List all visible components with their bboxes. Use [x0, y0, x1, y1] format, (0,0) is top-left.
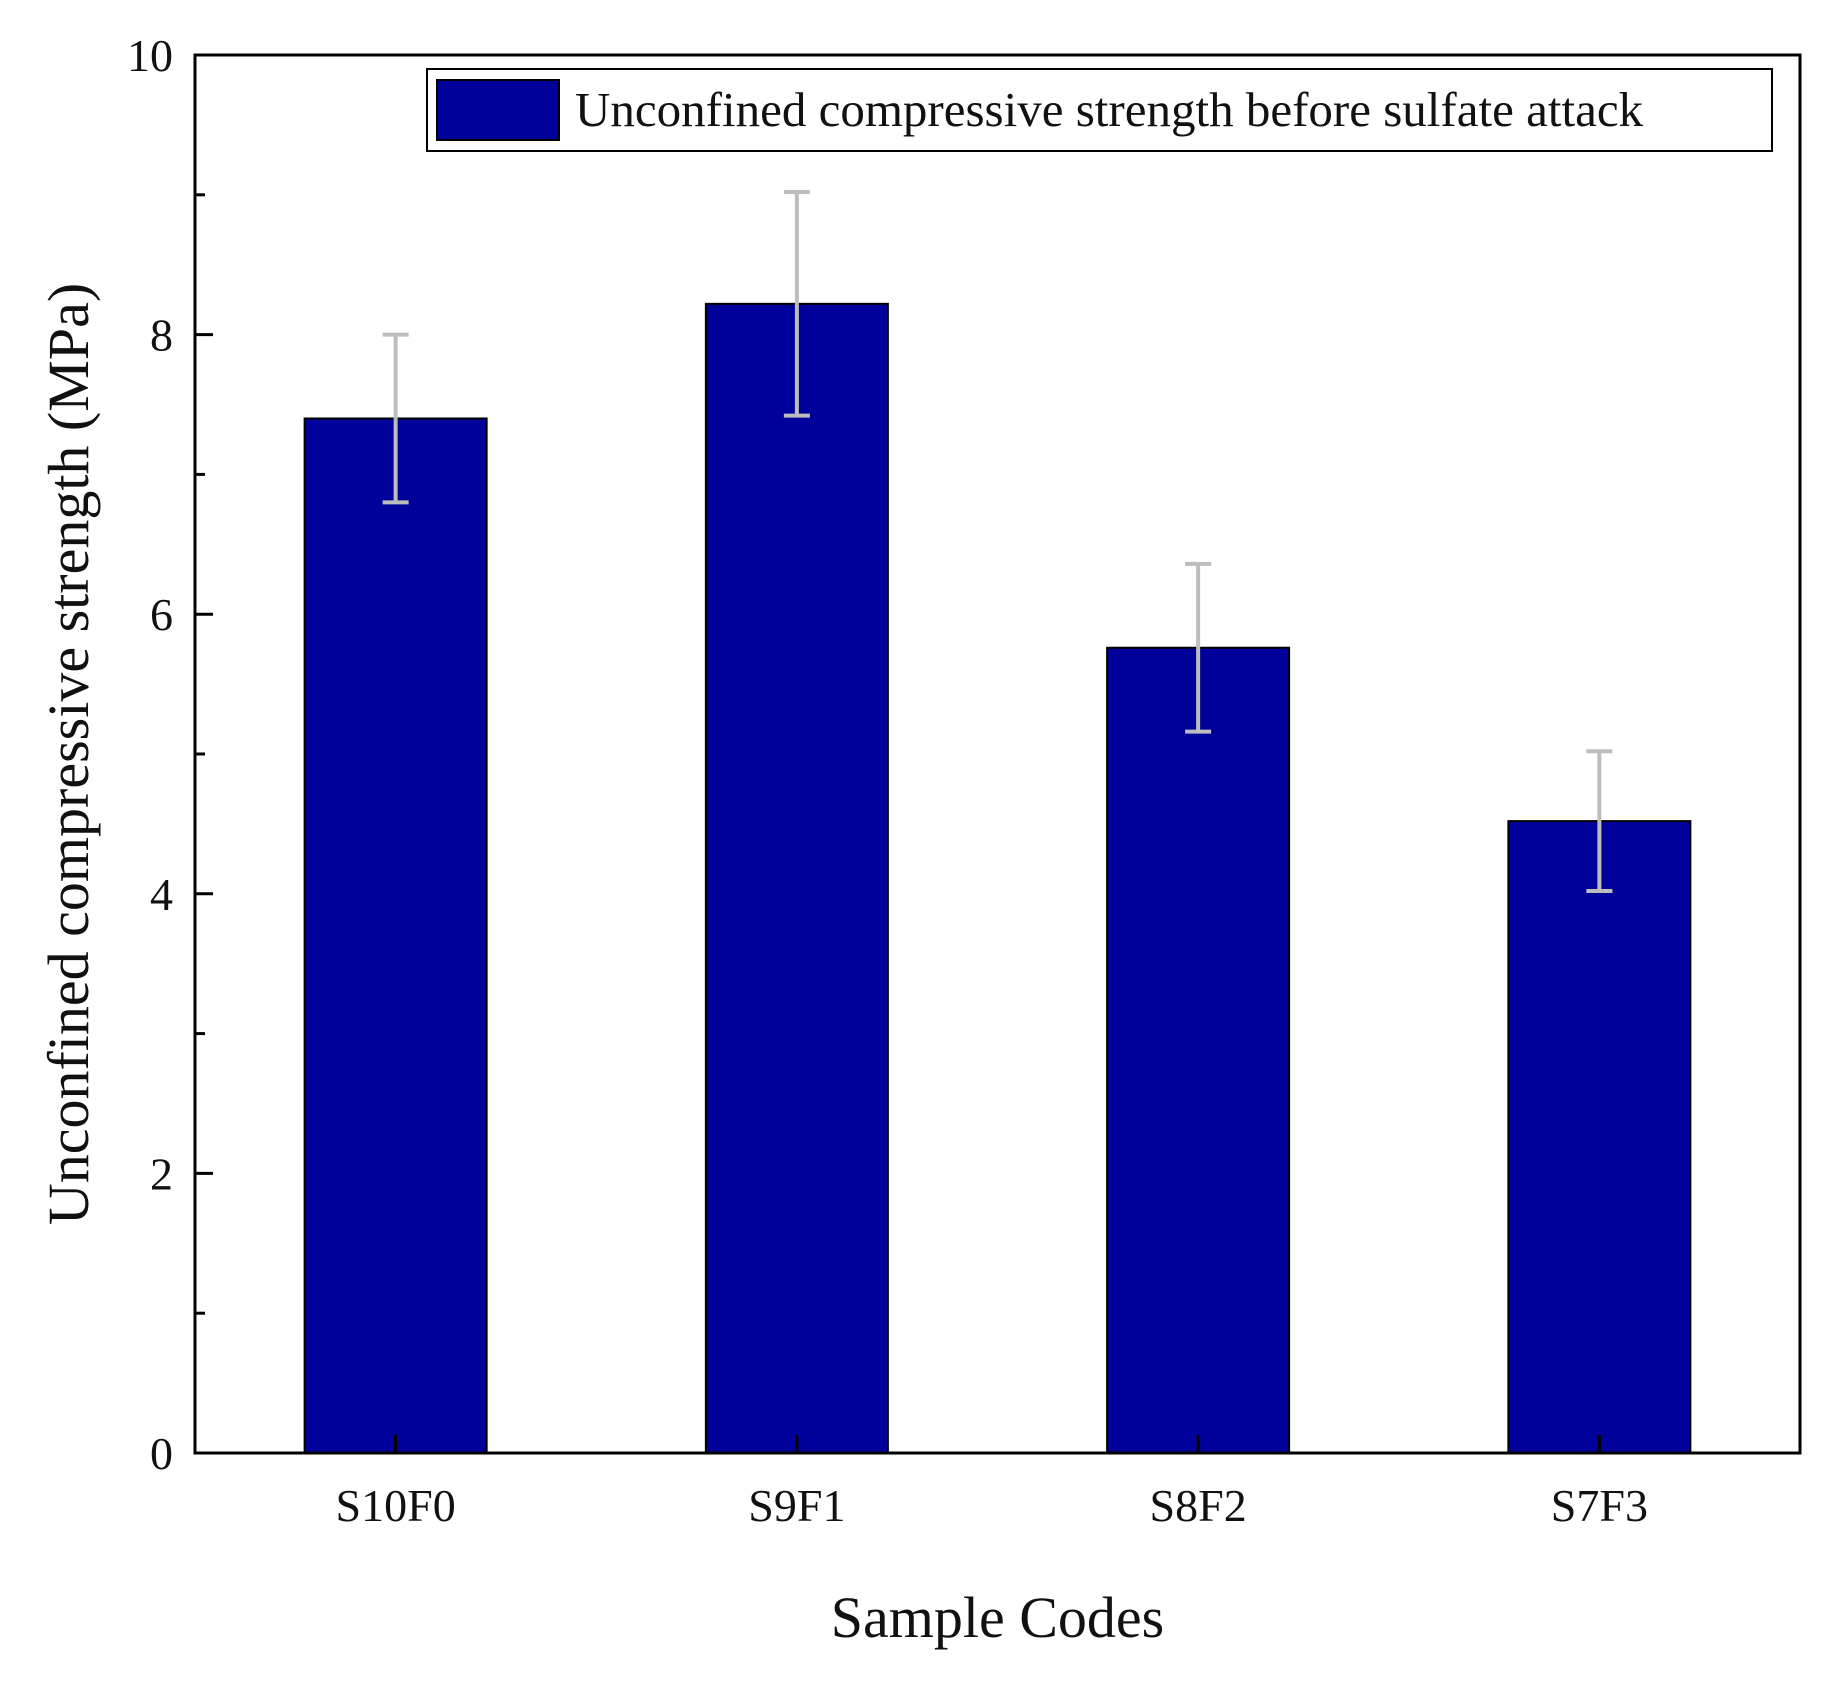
- x-tick-labels: S10F0 S9F1 S8F2 S7F3: [336, 1480, 1648, 1531]
- bar-S7F3: [1507, 820, 1692, 1454]
- bars-layer: [303, 302, 1692, 1455]
- error-bar-S8F2: [1185, 561, 1212, 734]
- y-tick-label-4: 4: [150, 869, 173, 920]
- legend-label: Unconfined compressive strength before s…: [575, 82, 1644, 137]
- legend-frame: [426, 68, 1773, 152]
- x-tick-label-S8F2: S8F2: [1150, 1480, 1247, 1531]
- y-tick-label-8: 8: [150, 310, 173, 361]
- error-bar-S10F0: [382, 332, 409, 505]
- error-bar-S7F3: [1586, 749, 1613, 894]
- x-tick-label-S7F3: S7F3: [1551, 1480, 1648, 1531]
- bar-S10F0: [303, 417, 488, 1455]
- error-bar-S9F1: [783, 190, 810, 418]
- bar-S8F2: [1106, 646, 1291, 1454]
- x-axis-title: Sample Codes: [831, 1585, 1164, 1650]
- y-tick-label-0: 0: [150, 1428, 173, 1479]
- y-tick-label-2: 2: [150, 1148, 173, 1199]
- legend: Unconfined compressive strength before s…: [426, 68, 1773, 152]
- y-tick-labels: 0 2 4 6 8 10: [127, 30, 173, 1479]
- y-axis-title: Unconfined compressive strength (MPa): [36, 283, 101, 1225]
- legend-swatch: [436, 79, 560, 141]
- tick-marks-layer: [195, 53, 1601, 1455]
- bar-S9F1: [704, 302, 889, 1454]
- y-tick-label-6: 6: [150, 589, 173, 640]
- error-bars-layer: [382, 190, 1613, 894]
- y-tick-label-10: 10: [127, 30, 173, 81]
- x-tick-label-S9F1: S9F1: [748, 1480, 845, 1531]
- x-tick-label-S10F0: S10F0: [336, 1480, 456, 1531]
